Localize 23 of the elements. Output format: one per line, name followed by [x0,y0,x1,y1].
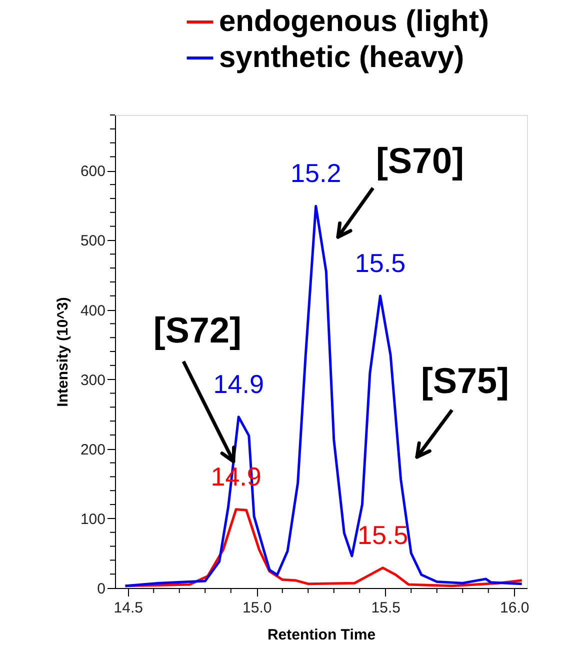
y-tick-label: 0 [97,580,106,598]
annotation: [S72] [153,309,242,350]
line-series [124,204,524,588]
y-tick-label: 200 [80,441,106,458]
y-tick-label: 300 [80,372,106,389]
annotation: 14.9 [213,368,264,399]
annotation: 15.5 [357,520,408,550]
y-tick-label: 100 [80,510,106,528]
x-tick-label: 15.5 [371,600,400,616]
legend-label: synthetic (heavy) [219,41,464,74]
annotation: [S70] [376,140,464,181]
y-tick-label: 500 [80,232,106,250]
annotation: 15.5 [354,248,406,278]
annotation: 15.2 [290,158,342,188]
legend-label: endogenous (light) [219,5,489,38]
x-tick-label: 16.0 [500,600,530,616]
annotation: [S75] [420,360,510,401]
y-tick-label: 400 [80,302,106,320]
y-axis-title: Intensity (10^3) [54,297,72,407]
y-tick-label: 600 [80,163,106,180]
x-tick-label: 15.0 [242,600,272,616]
x-axis-title: Retention Time [267,626,376,644]
x-tick-label: 14.5 [114,600,143,616]
